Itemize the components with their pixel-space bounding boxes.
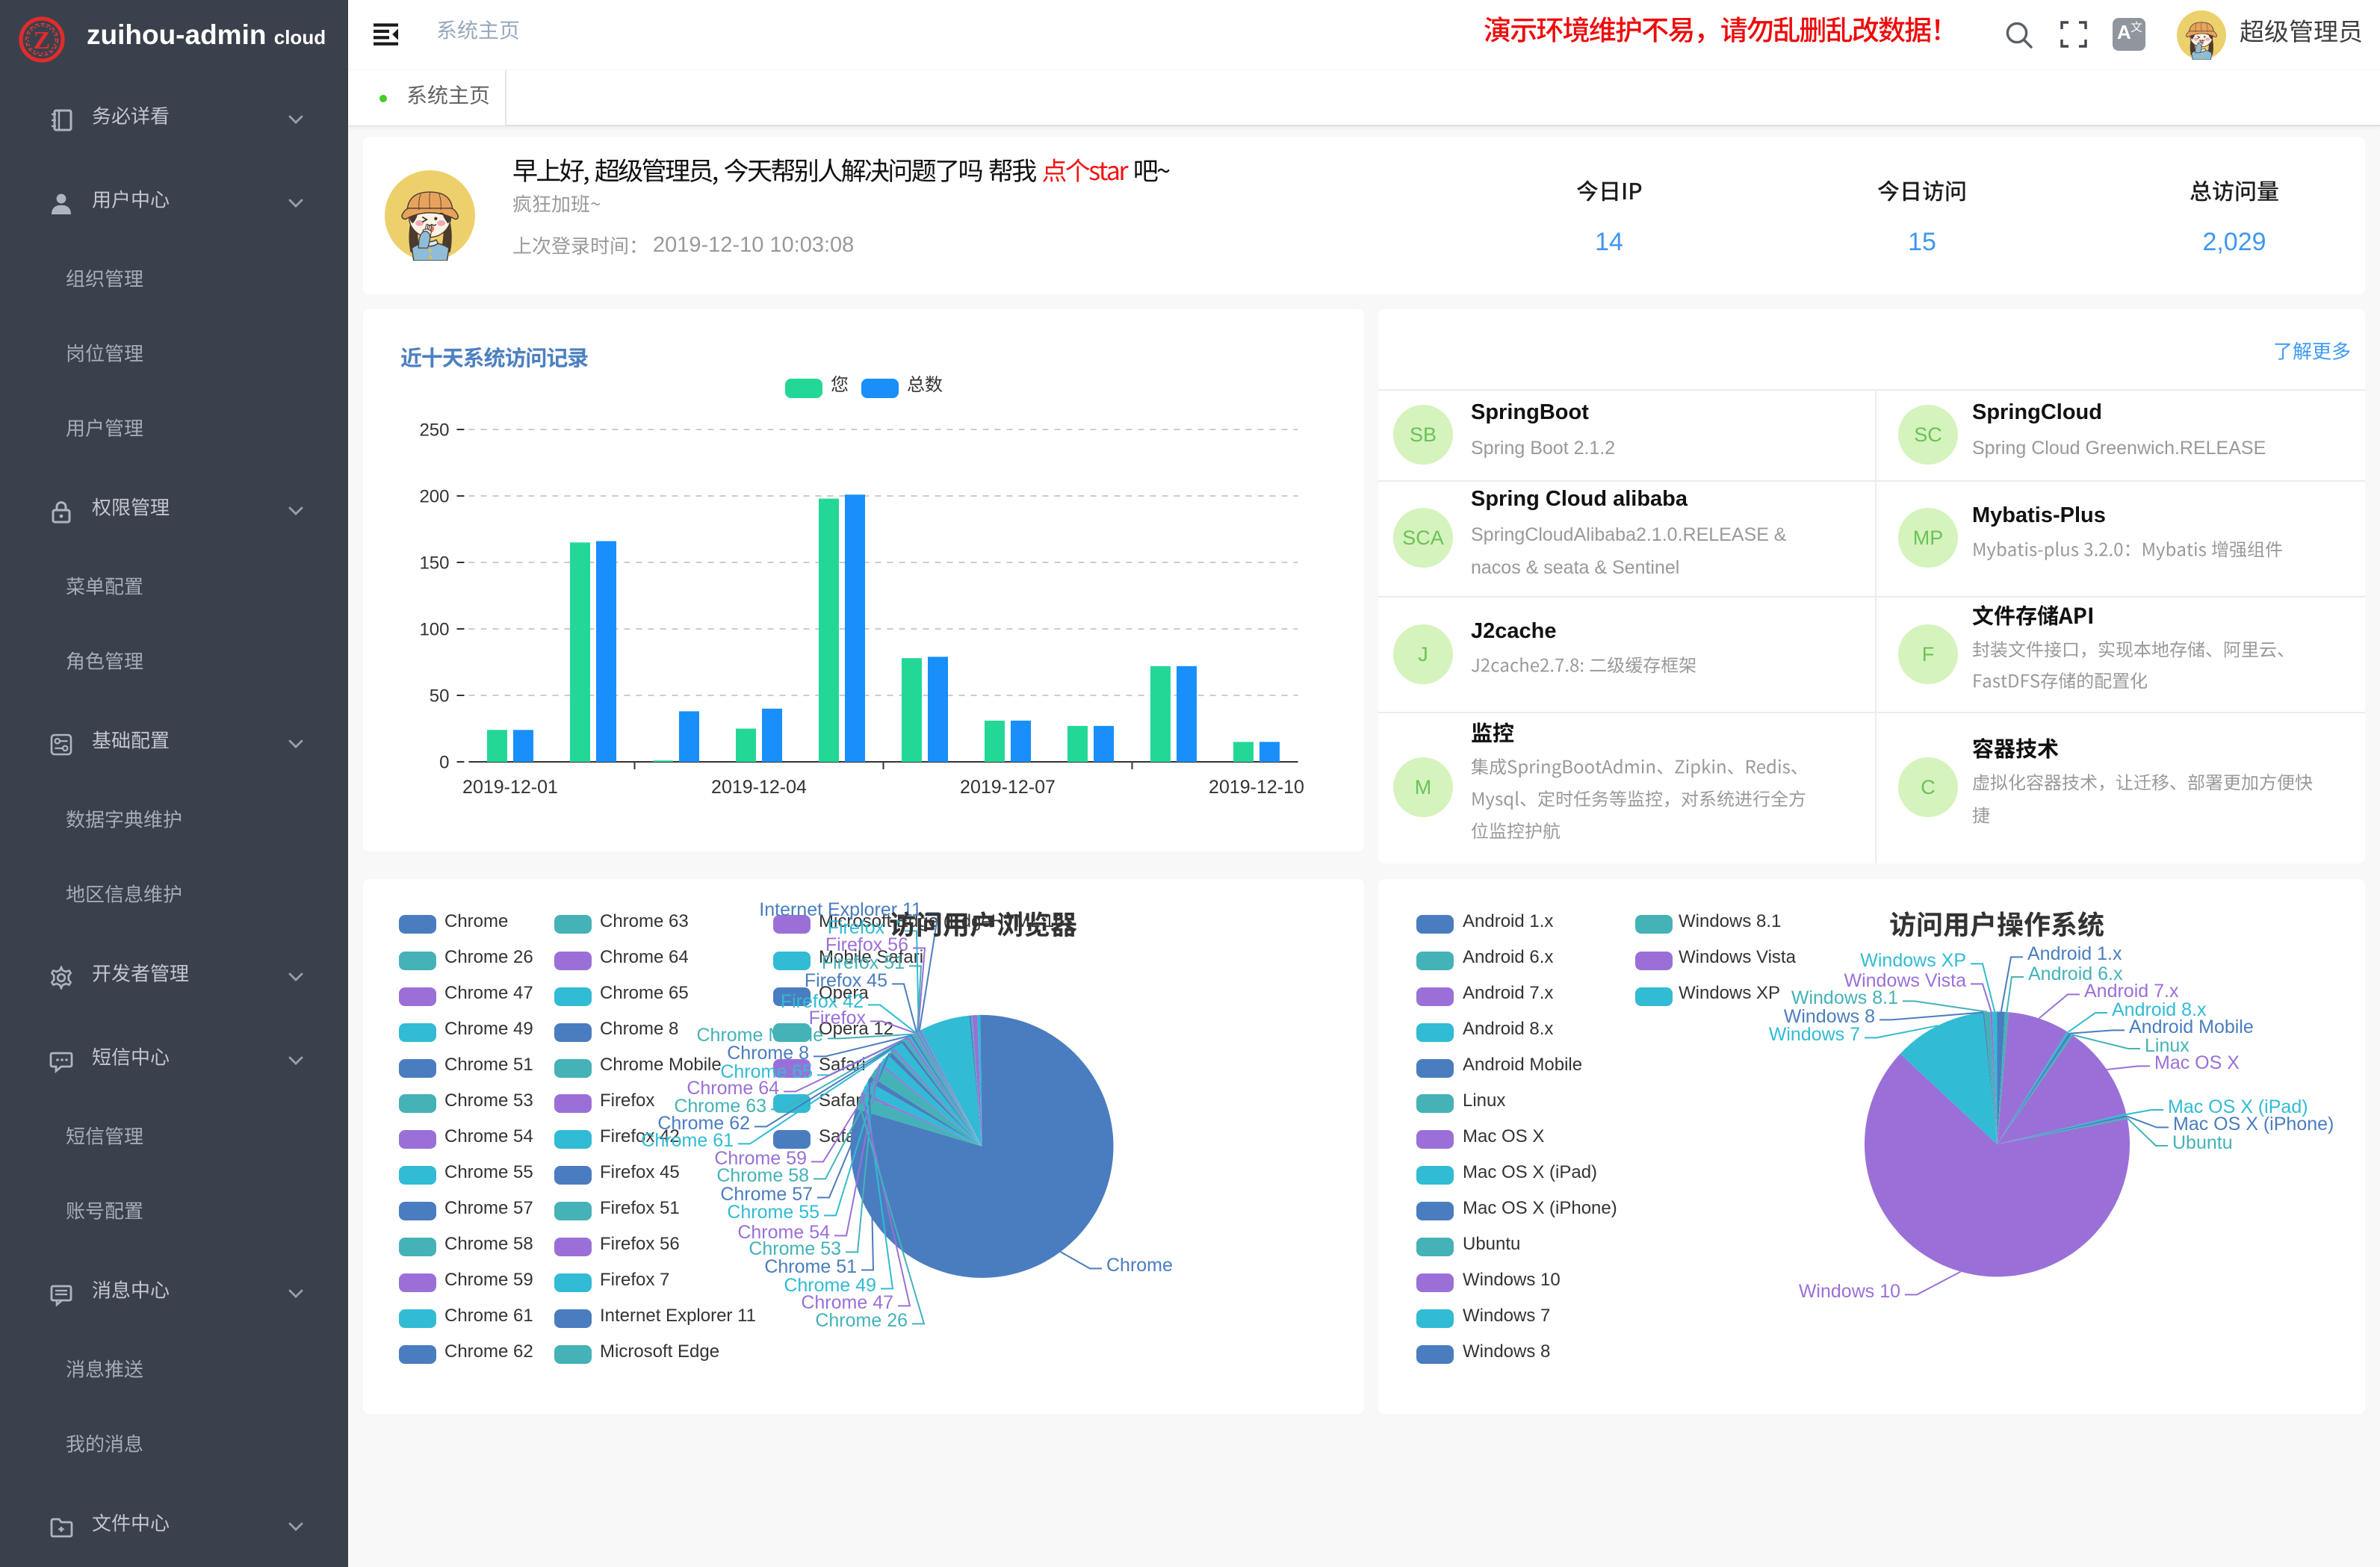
svg-text:250: 250 xyxy=(419,420,449,440)
svg-text:2019-12-07: 2019-12-07 xyxy=(960,777,1056,798)
svg-text:2019-12-10: 2019-12-10 xyxy=(1209,777,1304,798)
svg-text:0: 0 xyxy=(439,752,449,772)
svg-text:2019-12-04: 2019-12-04 xyxy=(711,777,807,798)
svg-text:100: 100 xyxy=(419,619,449,639)
svg-text:Z: Z xyxy=(34,27,51,55)
svg-text:150: 150 xyxy=(419,553,449,573)
svg-text:200: 200 xyxy=(419,486,449,506)
svg-text:50: 50 xyxy=(430,686,450,706)
svg-text:2019-12-01: 2019-12-01 xyxy=(462,777,558,798)
